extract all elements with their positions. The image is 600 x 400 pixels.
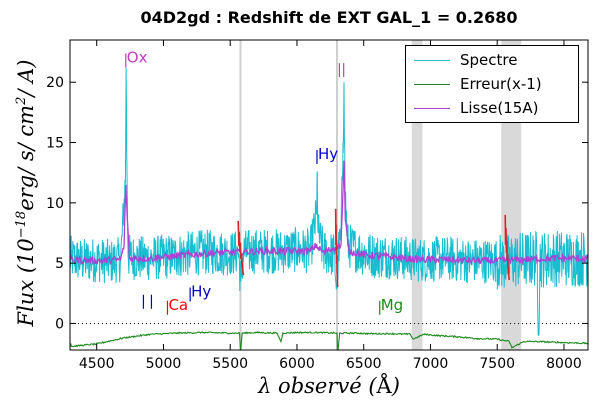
marker-label-2: Hy [318, 145, 338, 163]
red-segment-0 [237, 220, 245, 276]
y-tick-label-0: 0 [55, 316, 64, 332]
legend-item-lisse: Lisse(15A) [414, 97, 538, 119]
legend-label-spectre: Spectre [460, 51, 518, 69]
x-axis-label: λ observé (Å) [258, 374, 400, 398]
legend-item-spectre: Spectre [414, 49, 517, 71]
legend-label-erreur: Erreur(x-1) [460, 75, 542, 93]
y-axis-label: Flux (10−18erg/ s/ cm2/ A) [14, 59, 38, 327]
x-tick-label-3: 6000 [279, 356, 315, 372]
marker-label-0: Ox [127, 49, 148, 67]
x-tick-label-0: 4500 [79, 356, 115, 372]
marker-label-6: Mg [381, 296, 403, 314]
legend-swatch-lisse [414, 107, 450, 109]
y-tick-label-1: 5 [55, 256, 64, 272]
series-line-spectre [70, 67, 588, 336]
marker-label-5: Hy [191, 283, 211, 301]
series-line-erreur [70, 331, 588, 350]
legend-label-lisse: Lisse(15A) [460, 99, 539, 117]
x-tick-label-4: 6500 [346, 356, 382, 372]
legend-swatch-erreur [414, 83, 450, 85]
red-segment-2 [504, 214, 510, 281]
y-tick-label-4: 20 [46, 75, 64, 91]
x-tick-label-6: 7500 [479, 356, 515, 372]
series-line-lisse [70, 160, 588, 266]
legend-item-erreur: Erreur(x-1) [414, 73, 542, 95]
y-tick-label-2: 10 [46, 196, 64, 212]
x-tick-label-1: 5000 [146, 356, 182, 372]
x-tick-label-7: 8000 [546, 356, 582, 372]
marker-label-4: Ca [168, 296, 188, 314]
x-tick-label-2: 5500 [212, 356, 248, 372]
legend-swatch-spectre [414, 59, 450, 61]
shaded-band-0 [411, 40, 423, 350]
red-segment-1 [334, 208, 339, 288]
y-tick-label-3: 15 [46, 136, 64, 152]
legend: Spectre Erreur(x-1) Lisse(15A) [405, 45, 579, 123]
x-tick-label-5: 7000 [413, 356, 449, 372]
plot-frame [69, 39, 589, 351]
chart-title: 04D2gd : Redshift de EXT GAL_1 = 0.2680 [140, 8, 518, 27]
